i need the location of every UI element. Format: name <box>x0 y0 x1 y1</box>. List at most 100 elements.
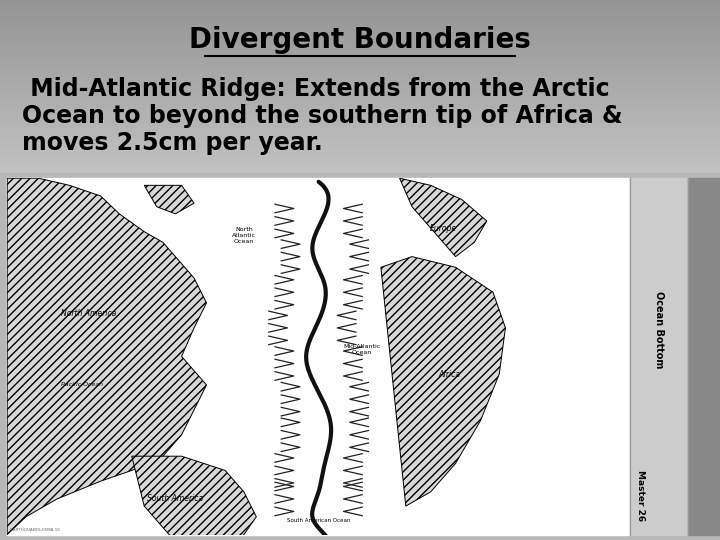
Bar <box>0 15 720 17</box>
Bar <box>0 37 720 39</box>
Bar <box>0 41 720 43</box>
Bar <box>0 89 720 91</box>
Polygon shape <box>381 256 505 506</box>
Text: Mid-Atlantic Ridge: Extends from the Arctic: Mid-Atlantic Ridge: Extends from the Arc… <box>22 77 609 101</box>
Bar <box>0 166 720 168</box>
Bar <box>0 73 720 76</box>
Bar <box>0 43 720 45</box>
Bar <box>0 78 720 80</box>
Bar <box>0 127 720 130</box>
Bar <box>0 28 720 30</box>
Bar <box>0 32 720 35</box>
Bar <box>0 9 720 11</box>
Text: South America: South America <box>148 495 204 503</box>
Bar <box>0 45 720 48</box>
Bar <box>0 24 720 26</box>
Text: Europe: Europe <box>430 224 456 233</box>
Bar <box>0 54 720 56</box>
Bar <box>0 4 720 6</box>
Bar <box>0 17 720 19</box>
Bar <box>0 110 720 112</box>
Bar <box>0 132 720 134</box>
Bar <box>0 48 720 50</box>
Bar <box>0 11 720 13</box>
Bar <box>0 84 720 86</box>
Bar <box>0 65 720 67</box>
Text: Mid-Atlantic
Ocean: Mid-Atlantic Ocean <box>343 344 381 355</box>
Bar <box>0 39 720 41</box>
Bar <box>0 69 720 71</box>
Bar <box>0 173 720 540</box>
Text: South American Ocean: South American Ocean <box>287 518 351 523</box>
Bar <box>0 160 720 162</box>
Bar <box>0 112 720 114</box>
Bar <box>0 50 720 52</box>
Bar <box>0 30 720 32</box>
Bar <box>0 0 720 2</box>
Bar <box>0 102 720 104</box>
Bar <box>0 86 720 89</box>
Text: Divergent Boundaries: Divergent Boundaries <box>189 26 531 55</box>
Text: North America: North America <box>60 309 116 318</box>
Bar <box>0 108 720 110</box>
Polygon shape <box>132 456 256 540</box>
Bar <box>0 104 720 106</box>
Bar <box>0 95 720 97</box>
Polygon shape <box>400 178 487 256</box>
Polygon shape <box>144 185 194 214</box>
Bar <box>0 156 720 158</box>
Text: Ocean to beyond the southern tip of Africa &: Ocean to beyond the southern tip of Afri… <box>22 104 622 128</box>
Bar <box>0 106 720 108</box>
Bar <box>0 121 720 123</box>
Text: Africa: Africa <box>438 370 460 379</box>
Bar <box>0 168 720 171</box>
Bar <box>0 136 720 138</box>
Bar <box>0 130 720 132</box>
Bar <box>0 58 720 60</box>
Text: Pacific Ocean: Pacific Ocean <box>61 382 103 387</box>
Bar <box>0 6 720 9</box>
Bar <box>0 149 720 151</box>
Bar <box>688 178 720 535</box>
Bar <box>630 178 688 535</box>
Bar <box>0 97 720 99</box>
Text: moves 2.5cm per year.: moves 2.5cm per year. <box>22 131 323 155</box>
Bar <box>0 171 720 173</box>
Bar <box>0 119 720 121</box>
Bar <box>0 80 720 82</box>
Bar <box>0 35 720 37</box>
Bar <box>0 143 720 145</box>
Bar <box>0 56 720 58</box>
Bar <box>0 125 720 127</box>
Bar <box>7 178 630 535</box>
Bar <box>0 162 720 164</box>
Bar <box>0 82 720 84</box>
Bar <box>0 164 720 166</box>
Bar <box>0 26 720 28</box>
Bar <box>0 138 720 140</box>
Text: EARTHQUAKES-FEMA 15: EARTHQUAKES-FEMA 15 <box>10 527 60 531</box>
Bar <box>0 91 720 93</box>
Bar <box>0 123 720 125</box>
Bar <box>0 114 720 117</box>
Bar <box>0 19 720 22</box>
Bar <box>0 71 720 73</box>
Text: North
Atlantic
Ocean: North Atlantic Ocean <box>232 227 256 244</box>
Bar <box>0 60 720 63</box>
Bar <box>0 117 720 119</box>
Text: Ocean Bottom: Ocean Bottom <box>654 291 664 368</box>
Polygon shape <box>7 178 207 535</box>
Bar <box>0 2 720 4</box>
Bar <box>0 151 720 153</box>
Bar <box>0 147 720 149</box>
Bar <box>0 99 720 102</box>
Bar <box>0 93 720 95</box>
Text: Master 26: Master 26 <box>636 470 645 521</box>
Bar <box>0 158 720 160</box>
Bar <box>0 63 720 65</box>
Bar <box>0 13 720 15</box>
Bar <box>0 134 720 136</box>
Bar <box>0 145 720 147</box>
Bar <box>0 140 720 143</box>
Bar <box>0 67 720 69</box>
